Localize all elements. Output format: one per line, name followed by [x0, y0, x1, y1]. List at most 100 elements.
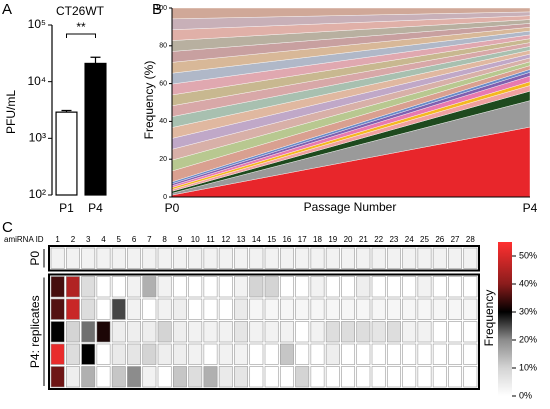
row-group-label: P4: replicates	[28, 295, 42, 368]
cell	[356, 298, 371, 320]
cell	[234, 321, 249, 343]
cell	[188, 247, 203, 269]
cell	[417, 276, 432, 298]
y-tick-label: 0	[163, 194, 167, 201]
cell	[188, 366, 203, 388]
cell	[386, 276, 401, 298]
cell	[188, 298, 203, 320]
cell	[218, 366, 233, 388]
colorbar-tick-label: 10%	[519, 362, 537, 372]
column-label: 22	[374, 235, 383, 244]
cell	[448, 366, 463, 388]
panel-letter: B	[152, 1, 162, 18]
cell	[463, 366, 478, 388]
cell	[432, 247, 447, 269]
x-tick-label: P4	[88, 201, 103, 215]
cell	[295, 276, 310, 298]
cell	[249, 276, 264, 298]
cell	[402, 276, 417, 298]
x-tick-label: P0	[165, 201, 180, 215]
cell	[417, 343, 432, 365]
x-axis-label: Passage Number	[304, 200, 397, 214]
cell	[65, 366, 80, 388]
cell	[65, 321, 80, 343]
panel-letter: C	[2, 219, 13, 236]
cell	[203, 366, 218, 388]
y-tick-label: 40	[159, 118, 167, 125]
cell	[402, 343, 417, 365]
error-bar	[61, 109, 72, 113]
cell	[310, 366, 325, 388]
cell	[96, 276, 111, 298]
cell	[264, 343, 279, 365]
cell	[310, 343, 325, 365]
cell	[218, 343, 233, 365]
cell	[50, 247, 65, 269]
cell	[142, 321, 157, 343]
cell	[65, 276, 80, 298]
cell	[432, 276, 447, 298]
cell	[188, 343, 203, 365]
column-label: 1	[55, 235, 60, 244]
column-label: 6	[132, 235, 137, 244]
cell	[111, 366, 126, 388]
cell	[356, 343, 371, 365]
column-label: 8	[162, 235, 167, 244]
annotation: **	[76, 20, 86, 34]
column-label: 26	[435, 235, 444, 244]
chart-title: CT26WT	[56, 4, 105, 18]
column-label: 7	[147, 235, 152, 244]
cell	[341, 298, 356, 320]
cell	[249, 321, 264, 343]
cell	[96, 321, 111, 343]
cell	[81, 298, 96, 320]
cell	[310, 276, 325, 298]
cell	[295, 343, 310, 365]
column-label: 4	[101, 235, 106, 244]
cell	[295, 321, 310, 343]
cell	[432, 366, 447, 388]
cell	[234, 343, 249, 365]
column-label: 3	[86, 235, 91, 244]
cell	[371, 247, 386, 269]
column-label: 13	[237, 235, 246, 244]
cell	[249, 298, 264, 320]
cell	[402, 298, 417, 320]
cell	[417, 366, 432, 388]
cell	[157, 298, 172, 320]
cell	[356, 366, 371, 388]
cell	[356, 321, 371, 343]
cell	[111, 276, 126, 298]
colorbar-tick-label: 50%	[519, 250, 537, 260]
cell	[249, 247, 264, 269]
colorbar-label: Frequency	[482, 290, 496, 347]
cell	[96, 366, 111, 388]
group-frame	[48, 245, 480, 272]
cell	[448, 321, 463, 343]
cell	[96, 343, 111, 365]
cell	[172, 366, 187, 388]
cell	[65, 343, 80, 365]
cell	[386, 298, 401, 320]
cell	[81, 276, 96, 298]
cell	[81, 321, 96, 343]
row-group-label: P0	[28, 251, 42, 266]
cell	[279, 247, 294, 269]
group-frame	[48, 273, 480, 390]
cell	[234, 366, 249, 388]
y-tick-label: 80	[159, 43, 167, 50]
column-label: 18	[313, 235, 322, 244]
colorbar-tick-label: 40%	[519, 278, 537, 288]
colorbar-tick-label: 20%	[519, 334, 537, 344]
column-label: 16	[282, 235, 291, 244]
cell	[264, 366, 279, 388]
y-tick-label: 100	[155, 5, 167, 12]
cell	[371, 343, 386, 365]
cell	[325, 321, 340, 343]
cell	[127, 366, 142, 388]
column-label: 2	[71, 235, 76, 244]
cell	[310, 298, 325, 320]
cell	[249, 343, 264, 365]
cell	[172, 321, 187, 343]
cell	[325, 298, 340, 320]
